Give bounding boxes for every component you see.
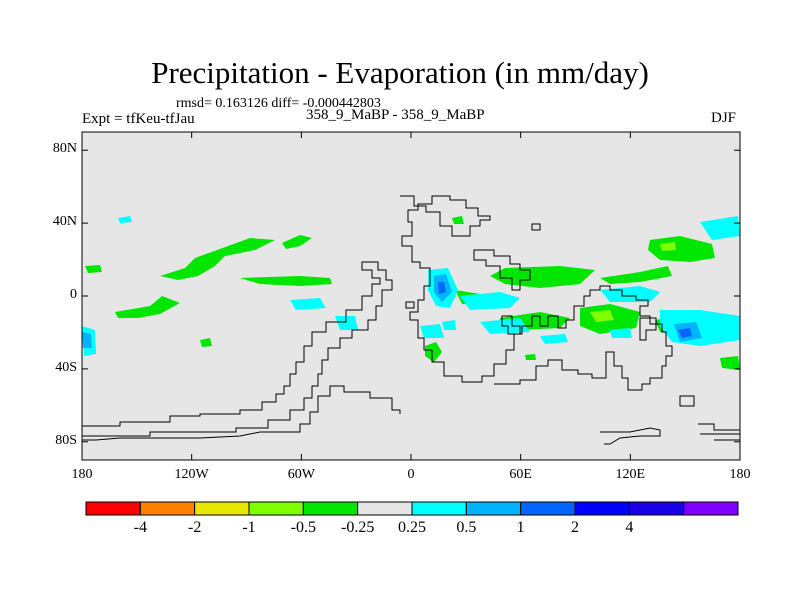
colorbar-label: 0.5 [456, 519, 477, 536]
colorbar-label: -2 [187, 519, 202, 536]
coastline [679, 395, 695, 407]
coastline [405, 301, 415, 309]
anomaly-patch [425, 342, 442, 362]
lat-tick-label: 40S [55, 359, 77, 375]
colorbar-swatch [85, 501, 141, 516]
anomaly-patch [660, 310, 740, 346]
colorbar-swatch [683, 501, 739, 516]
lat-tick-label: 0 [70, 287, 77, 302]
colorbar [85, 501, 739, 516]
anomaly-patch [610, 328, 632, 338]
anomaly-patch [720, 356, 740, 370]
lon-tick-label: 180 [729, 467, 751, 482]
coastline [698, 423, 740, 441]
stats-label: rmsd= 0.163126 diff= -0.000442803 [176, 96, 381, 111]
colorbar-swatch [465, 501, 522, 516]
anomaly-patch [115, 296, 180, 318]
colorbar-swatch [520, 501, 576, 516]
coastline [639, 317, 657, 341]
colorbar-label: 0.25 [398, 519, 426, 536]
colorbar-label: -4 [133, 519, 147, 536]
coastline [501, 315, 521, 335]
anomaly-patches [82, 216, 740, 370]
coastline [600, 427, 661, 445]
anomaly-patch [460, 292, 520, 310]
coastline [531, 223, 541, 231]
lon-tick-label: 120W [174, 467, 209, 482]
anomaly-patch [282, 235, 312, 249]
colorbar-label: 2 [571, 519, 579, 536]
anomaly-patch [118, 216, 132, 223]
colorbar-swatch [248, 501, 304, 516]
colorbar-label: -0.25 [340, 519, 375, 536]
anomaly-patch [648, 236, 715, 262]
lat-tick-label: 40N [52, 214, 77, 230]
anomaly-patch [335, 316, 358, 330]
colorbar-swatch [411, 501, 467, 516]
coastline [473, 249, 531, 291]
anomaly-patch [290, 298, 326, 310]
anomaly-patch [678, 328, 692, 338]
anomaly-patch [540, 334, 568, 344]
colorbar-swatch [194, 501, 250, 516]
anomaly-patch [442, 320, 456, 330]
coastlines [82, 195, 740, 445]
colorbar-swatch [628, 501, 685, 516]
colorbar-swatch [357, 501, 413, 516]
chart-title: Precipitation - Evaporation (in mm/day) [151, 55, 649, 90]
anomaly-patch [590, 310, 614, 322]
anomaly-patch [438, 282, 446, 294]
coastline [400, 195, 673, 391]
comparison-label: 358_9_MaBP - 358_9_MaBP [306, 107, 485, 123]
colorbar-swatch [139, 501, 196, 516]
anomaly-patch [160, 238, 275, 280]
lon-tick-label: 60W [287, 467, 315, 482]
anomaly-patch [85, 265, 102, 273]
colorbar-label: -0.5 [290, 519, 316, 536]
axis-ticks [81, 132, 741, 460]
season-label: DJF [711, 110, 737, 126]
colorbar-label: 4 [625, 519, 634, 536]
anomaly-patch [420, 324, 444, 338]
colorbar-label: 1 [516, 519, 525, 536]
lon-tick-label: 120E [615, 467, 646, 482]
lat-tick-label: 80N [52, 141, 77, 157]
experiment-label: Expt = tfKeu-tfJau [82, 111, 195, 127]
anomaly-patch [452, 216, 464, 224]
anomaly-patch [200, 338, 212, 347]
anomaly-patch [490, 266, 595, 288]
lon-tick-label: 60E [509, 467, 532, 482]
anomaly-patch [600, 266, 672, 284]
colorbar-swatch [302, 501, 359, 516]
lon-tick-label: 0 [407, 467, 415, 482]
anomaly-patch [660, 242, 676, 251]
coastline [82, 385, 401, 441]
anomaly-patch [700, 216, 740, 240]
colorbar-swatch [574, 501, 630, 516]
anomaly-patch [525, 354, 536, 360]
lon-tick-label: 180 [71, 467, 93, 482]
coastline [82, 261, 393, 437]
lat-tick-label: 80S [55, 432, 77, 448]
anomaly-patch [240, 276, 332, 286]
colorbar-label: -1 [242, 519, 256, 536]
anomaly-patch [82, 332, 92, 348]
